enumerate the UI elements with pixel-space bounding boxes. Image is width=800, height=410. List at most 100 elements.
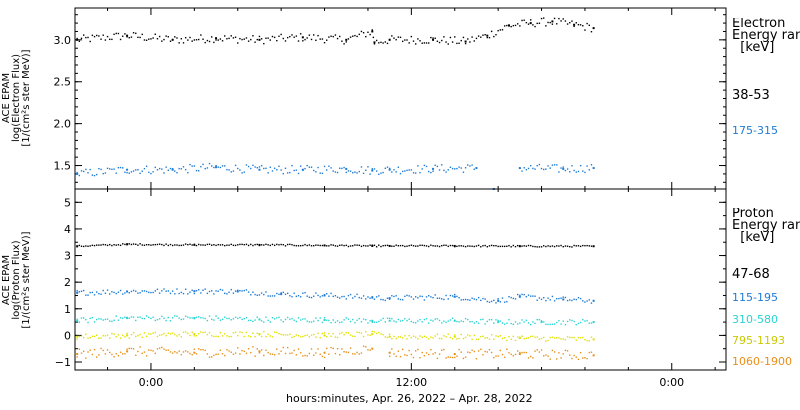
data-point [182,318,185,320]
data-point [286,292,289,295]
data-point [102,334,104,337]
data-point [323,316,326,319]
data-point [421,336,423,338]
data-point [297,40,300,42]
data-point [193,243,196,245]
data-point [560,357,562,359]
data-point [119,244,122,247]
data-point [527,23,530,25]
data-point [462,36,465,39]
data-point [169,167,172,170]
data-point [206,319,209,322]
data-point [250,243,252,246]
data-point [497,245,499,248]
data-point [352,335,354,337]
data-point [291,352,293,354]
data-point [480,246,482,248]
data-point [137,169,139,171]
data-point [358,331,360,334]
data-point [443,298,445,301]
data-point [441,164,443,166]
data-point [178,42,180,44]
data-point [132,32,135,34]
data-point [510,322,512,325]
data-point [184,243,187,245]
data-point [82,289,85,292]
data-point [169,243,172,246]
data-point [564,296,567,299]
data-point [169,333,172,335]
data-point [191,244,193,246]
data-point [490,351,493,354]
data-point [243,350,245,353]
data-point [323,356,326,359]
data-point [562,245,564,248]
data-point [310,348,313,350]
data-point [280,292,282,294]
data-point [202,38,204,40]
data-point [295,295,298,298]
data-point [310,166,313,168]
data-point [326,335,328,338]
data-point [345,171,347,174]
data-point [128,37,130,39]
data-point [332,170,334,172]
data-point [132,170,135,172]
data-point [76,291,79,294]
data-point [553,164,556,166]
data-point [497,335,499,338]
data-point [425,165,428,168]
data-point [551,20,554,23]
data-point [516,336,519,338]
data-point [197,170,200,172]
data-point [428,42,430,44]
data-point [417,320,419,322]
data-point [252,291,254,293]
data-point [493,338,495,340]
data-point [551,23,554,25]
data-point [423,164,426,167]
data-point [273,295,276,297]
data-point [117,291,120,293]
data-point [543,245,545,247]
data-point [417,165,419,167]
data-point [462,337,465,340]
data-point [423,42,426,44]
data-point [289,352,291,355]
data-point [341,40,343,42]
data-point [91,291,94,294]
proton-frame [74,188,727,371]
data-point [289,243,291,246]
data-point [334,245,337,247]
data-point [174,244,176,246]
data-point [111,291,113,293]
data-point [388,319,391,322]
data-point [109,293,111,295]
data-point [323,294,326,297]
data-point [80,352,83,354]
data-point [419,335,421,337]
data-point [410,244,413,246]
data-point [189,163,191,166]
data-point [317,244,319,246]
data-point [378,331,380,334]
data-point [516,323,519,325]
data-point [462,171,465,173]
data-point [206,167,209,169]
data-point [482,245,484,247]
data-point [358,244,360,247]
data-point [150,333,152,335]
data-point [143,351,146,353]
data-point [237,244,239,246]
data-point [482,335,484,337]
data-point [484,298,486,300]
data-point [204,288,206,290]
data-point [234,352,237,354]
data-point [514,298,517,300]
data-point [306,244,308,247]
data-point [82,336,85,339]
data-point [184,37,187,39]
data-point [208,162,211,165]
data-point [241,243,243,246]
data-point [391,317,393,320]
